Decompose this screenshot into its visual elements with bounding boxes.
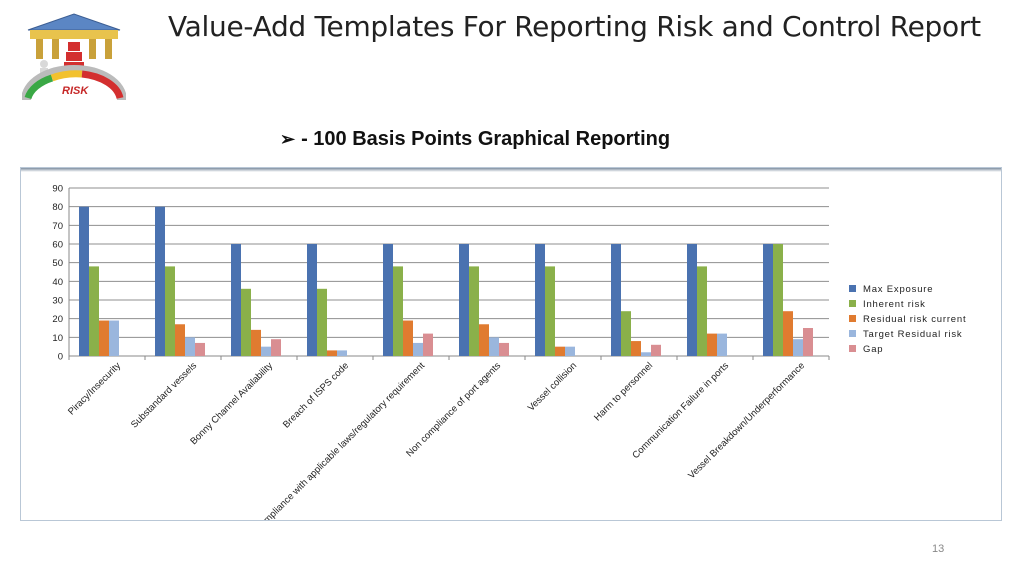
category-label: Substandard vessels: [129, 360, 199, 430]
svg-text:RISK: RISK: [62, 85, 89, 97]
bar-target-residual-risk: [489, 337, 499, 356]
legend-label: Target Residual risk: [863, 329, 962, 340]
legend-swatch: [849, 285, 856, 292]
category-label: Vessel collision: [526, 360, 579, 413]
subtitle-text: - 100 Basis Points Graphical Reporting: [301, 128, 671, 150]
y-tick-label: 40: [52, 277, 63, 288]
bar-max-exposure: [231, 244, 241, 356]
bar-residual-risk-current: [479, 324, 489, 356]
slide-title: Value-Add Templates For Reporting Risk a…: [168, 10, 981, 43]
chart-container: 0 10 20 30 40 50 60 70 80 90 Piracy/Insecurity Subs…: [20, 167, 1002, 550]
bar-target-residual-risk: [185, 337, 195, 356]
bar-residual-risk-current: [99, 320, 109, 356]
bar-target-residual-risk: [565, 346, 575, 356]
bar-target-residual-risk: [641, 352, 651, 356]
legend-label: Gap: [863, 344, 883, 355]
bar-target-residual-risk: [717, 333, 727, 356]
bar-max-exposure: [763, 244, 773, 356]
bar-max-exposure: [79, 206, 89, 356]
bar-max-exposure: [687, 244, 697, 356]
y-tick-label: 80: [52, 202, 63, 213]
bar-residual-risk-current: [707, 333, 717, 356]
arrow-bullet-icon: ➢: [280, 129, 296, 149]
y-tick-label: 0: [58, 352, 63, 363]
bar-inherent-risk: [621, 311, 631, 356]
bar-residual-risk-current: [251, 329, 261, 356]
bar-max-exposure: [611, 244, 621, 356]
y-tick-label: 70: [52, 221, 63, 232]
bar-inherent-risk: [545, 266, 555, 356]
bar-target-residual-risk: [261, 346, 271, 356]
bar-gap: [803, 328, 813, 356]
bar-inherent-risk: [469, 266, 479, 356]
category-label: Piracy/Insecurity: [66, 360, 123, 417]
bar-inherent-risk: [393, 266, 403, 356]
bar-inherent-risk: [165, 266, 175, 356]
bar-max-exposure: [155, 206, 165, 356]
y-tick-label: 30: [52, 296, 63, 307]
company-logo: RISK: [21, 12, 127, 102]
bar-target-residual-risk: [793, 339, 803, 356]
bar-gap: [423, 333, 433, 356]
category-label: Breach of ISPS code: [281, 360, 351, 430]
y-tick-label: 20: [52, 314, 63, 325]
bar-max-exposure: [383, 244, 393, 356]
bar-residual-risk-current: [403, 320, 413, 356]
legend-label: Residual risk current: [863, 314, 966, 325]
legend-label: Inherent risk: [863, 299, 926, 310]
bar-max-exposure: [459, 244, 469, 356]
legend-swatch: [849, 345, 856, 352]
category-label: Bonny Channel Availability: [188, 360, 275, 447]
bar-target-residual-risk: [413, 342, 423, 356]
bar-gap: [195, 342, 205, 356]
y-tick-label: 60: [52, 240, 63, 251]
bar-target-residual-risk: [109, 320, 119, 356]
y-tick-label: 50: [52, 258, 63, 269]
bar-chart: 0 10 20 30 40 50 60 70 80 90 Piracy/Insecurity Subs…: [52, 184, 966, 550]
category-label: Harm to personnel: [592, 360, 655, 423]
legend-swatch: [849, 330, 856, 337]
bar-inherent-risk: [697, 266, 707, 356]
page-number: 13: [932, 543, 945, 555]
bar-target-residual-risk: [337, 350, 347, 356]
y-tick-label: 10: [52, 333, 63, 344]
legend-label: Max Exposure: [863, 284, 933, 295]
bar-inherent-risk: [89, 266, 99, 356]
bar-residual-risk-current: [175, 324, 185, 356]
bar-inherent-risk: [317, 288, 327, 356]
y-tick-label: 90: [52, 184, 63, 195]
bar-max-exposure: [307, 244, 317, 356]
legend-swatch: [849, 315, 856, 322]
bar-max-exposure: [535, 244, 545, 356]
bar-gap: [271, 339, 281, 356]
legend-swatch: [849, 300, 856, 307]
bar-inherent-risk: [241, 288, 251, 356]
bar-residual-risk-current: [783, 311, 793, 356]
bar-residual-risk-current: [631, 341, 641, 356]
bar-residual-risk-current: [555, 346, 565, 356]
bar-gap: [499, 342, 509, 356]
bar-inherent-risk: [773, 244, 783, 356]
slide-subtitle: ➢ - 100 Basis Points Graphical Reporting: [280, 128, 670, 151]
bar-gap: [651, 344, 661, 356]
bar-residual-risk-current: [327, 350, 337, 356]
